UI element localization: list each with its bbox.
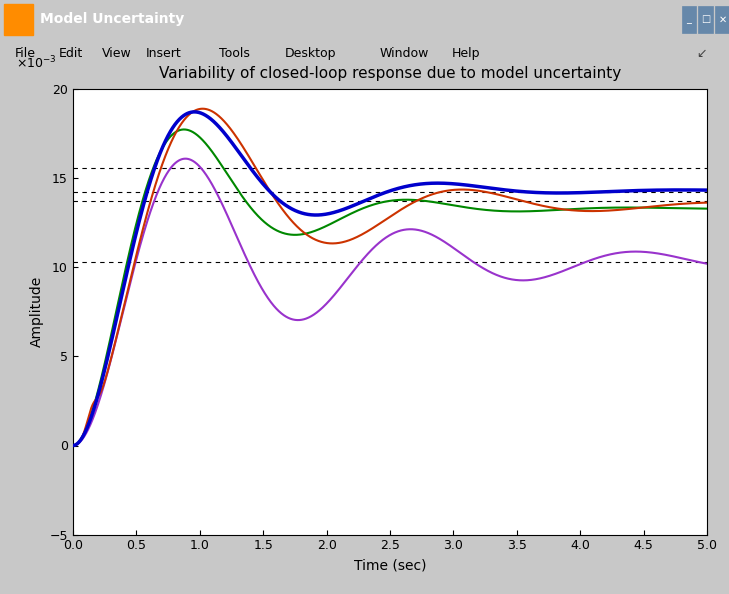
Text: □: □ [701, 14, 710, 24]
Text: Edit: Edit [58, 47, 82, 60]
Text: Desktop: Desktop [284, 47, 336, 60]
Text: $\times 10^{-3}$: $\times 10^{-3}$ [16, 55, 57, 71]
Text: Help: Help [452, 47, 480, 60]
Bar [4, 4, 33, 35]
Text: _: _ [687, 14, 691, 24]
Text: View: View [102, 47, 132, 60]
Text: Window: Window [379, 47, 429, 60]
Y-axis label: Amplitude: Amplitude [30, 276, 44, 347]
Text: ✕: ✕ [718, 14, 727, 24]
Text: File: File [15, 47, 36, 60]
Text: ↙: ↙ [697, 47, 707, 60]
Text: Tools: Tools [219, 47, 249, 60]
X-axis label: Time (sec): Time (sec) [354, 558, 426, 572]
Text: Insert: Insert [146, 47, 182, 60]
Bar [682, 6, 696, 33]
Bar [698, 6, 713, 33]
Bar [715, 6, 729, 33]
Title: Variability of closed-loop response due to model uncertainty: Variability of closed-loop response due … [159, 66, 621, 81]
Text: Model Uncertainty: Model Uncertainty [40, 12, 184, 26]
